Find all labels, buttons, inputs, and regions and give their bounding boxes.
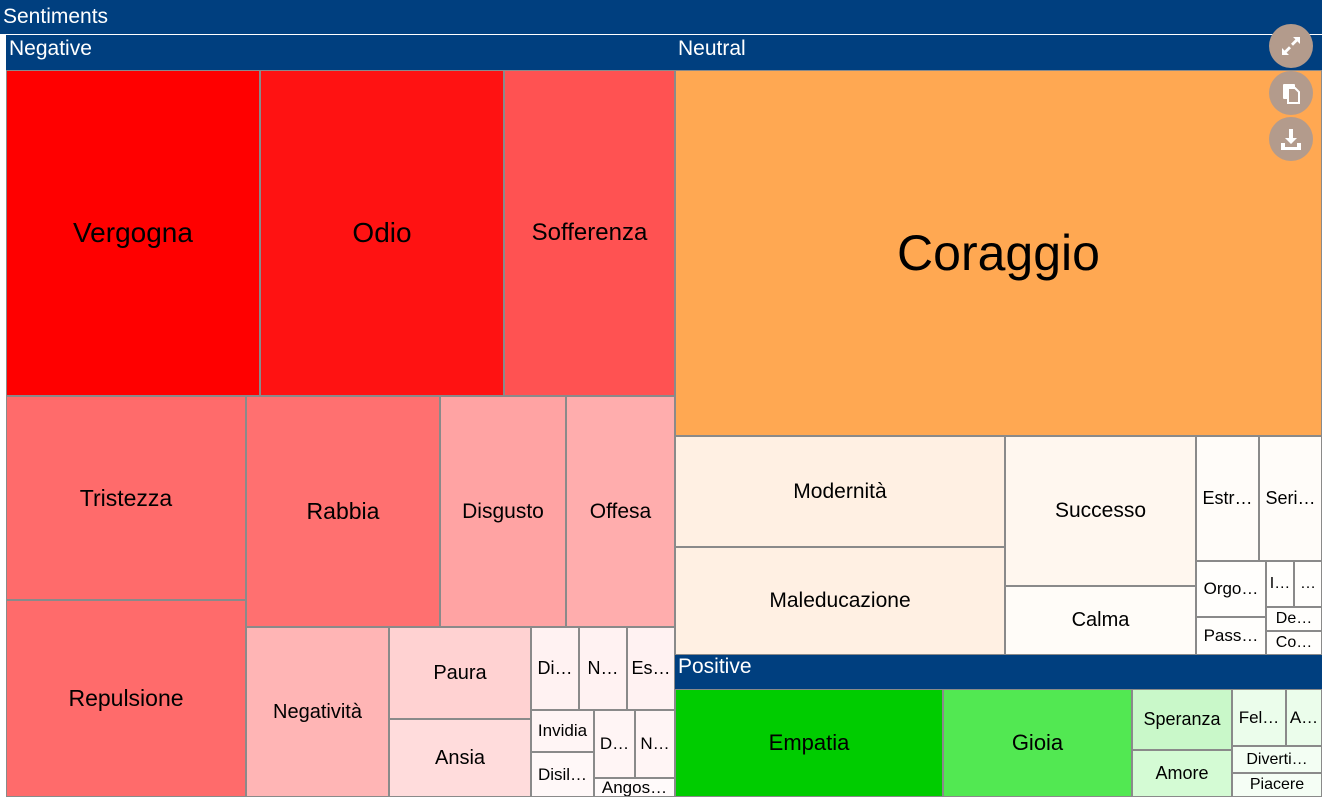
tile-label: Repulsione — [68, 685, 184, 711]
treemap-tile-negative[interactable]: Di… — [531, 627, 579, 710]
treemap-tile-neutral[interactable]: Maleducazione — [675, 547, 1005, 655]
download-icon — [1281, 129, 1301, 150]
treemap-tile-negative[interactable]: D… — [594, 710, 635, 778]
treemap-tile-neutral[interactable]: Seri… — [1259, 436, 1322, 561]
tile-label: Vergogna — [73, 217, 193, 248]
treemap-tile-neutral[interactable]: Calma — [1005, 586, 1196, 655]
treemap-tile-neutral[interactable]: Co… — [1266, 631, 1322, 655]
tile-label: Es… — [631, 658, 671, 678]
copy-icon — [1283, 84, 1300, 104]
treemap-tile-neutral[interactable]: Successo — [1005, 436, 1196, 586]
treemap-tile-neutral[interactable]: Pass… — [1196, 617, 1266, 655]
group-header-neutral[interactable]: Neutral — [675, 35, 1322, 70]
treemap-tile-positive[interactable]: A… — [1286, 689, 1322, 746]
tile-label: Disgusto — [462, 499, 544, 523]
treemap-tile-negative[interactable]: Vergogna — [6, 70, 260, 396]
tile-label: Odio — [352, 217, 412, 248]
tile-label: Diverti… — [1246, 750, 1308, 768]
treemap-tile-negative[interactable]: Disgusto — [440, 396, 566, 627]
treemap-tile-positive[interactable]: Speranza — [1132, 689, 1232, 750]
treemap-tile-neutral[interactable]: Modernità — [675, 436, 1005, 547]
tile-label: Fel… — [1238, 707, 1280, 727]
tile-label: N… — [587, 658, 619, 678]
treemap-tile-negative[interactable]: Angos… — [594, 778, 675, 797]
tile-label: Ansia — [434, 746, 486, 769]
treemap-tile-negative[interactable]: Ansia — [389, 719, 531, 797]
tile-label: Invidia — [537, 721, 588, 740]
tile-label: Angos… — [601, 778, 668, 797]
treemap-tile-negative[interactable]: Tristezza — [6, 396, 246, 600]
tile-label: N… — [640, 734, 670, 753]
tile-label: Paura — [433, 661, 487, 684]
tile-label: Modernità — [793, 479, 887, 503]
tile-label: Disil… — [537, 764, 588, 784]
tile-label: De… — [1275, 610, 1313, 627]
treemap-title: Sentiments — [0, 0, 1322, 34]
treemap-tile-negative[interactable]: Repulsione — [6, 600, 246, 797]
treemap-tile-positive[interactable]: Amore — [1132, 750, 1232, 797]
group-header-positive[interactable]: Positive — [675, 655, 1322, 689]
copy-button[interactable] — [1269, 71, 1313, 115]
tile-label: Sofferenza — [531, 219, 648, 246]
treemap-tile-negative[interactable]: Sofferenza — [504, 70, 675, 396]
tile-label: Orgo… — [1203, 579, 1259, 598]
tile-label: Speranza — [1143, 709, 1221, 729]
treemap-tile-positive[interactable]: Empatia — [675, 689, 943, 797]
tile-label: Pass… — [1203, 626, 1259, 645]
treemap-tile-negative[interactable]: Odio — [260, 70, 504, 396]
treemap-tile-positive[interactable]: Piacere — [1232, 773, 1322, 797]
group-header-negative[interactable]: Negative — [6, 35, 675, 70]
treemap-tile-negative[interactable]: N… — [635, 710, 675, 778]
treemap-tile-positive[interactable]: Fel… — [1232, 689, 1286, 746]
tile-label: Di… — [537, 658, 573, 678]
tile-label: … — [1300, 575, 1316, 592]
treemap-tile-negative[interactable]: N… — [579, 627, 627, 710]
treemap-tile-negative[interactable]: Rabbia — [246, 396, 440, 627]
treemap-tile-neutral[interactable]: Coraggio — [675, 70, 1322, 436]
treemap-tile-negative[interactable]: Paura — [389, 627, 531, 719]
treemap-tile-neutral[interactable]: Estr… — [1196, 436, 1259, 561]
tile-label: Maleducazione — [769, 589, 911, 612]
treemap-tile-negative[interactable]: Es… — [627, 627, 675, 710]
tile-label: A… — [1289, 707, 1319, 727]
treemap-tile-positive[interactable]: Diverti… — [1232, 746, 1322, 773]
treemap-tile-negative[interactable]: Disil… — [531, 752, 594, 797]
tile-label: Coraggio — [897, 225, 1100, 281]
treemap-tile-negative[interactable]: Negatività — [246, 627, 389, 797]
tile-label: I… — [1269, 575, 1291, 592]
tile-label: Calma — [1071, 609, 1130, 631]
expand-icon — [1282, 37, 1300, 55]
treemap-tile-negative[interactable]: Invidia — [531, 710, 594, 752]
tile-label: Amore — [1155, 763, 1209, 783]
treemap-tile-neutral[interactable]: Orgo… — [1196, 561, 1266, 617]
tile-label: Successo — [1054, 499, 1147, 522]
tile-label: Offesa — [589, 499, 652, 523]
treemap-tile-negative[interactable]: Offesa — [566, 396, 675, 627]
treemap-tile-neutral[interactable]: … — [1294, 561, 1322, 607]
tile-label: Estr… — [1202, 488, 1253, 508]
treemap-tile-neutral[interactable]: De… — [1266, 607, 1322, 631]
tile-label: Negatività — [273, 700, 362, 723]
treemap-tile-positive[interactable]: Gioia — [943, 689, 1132, 797]
tile-label: Gioia — [1011, 730, 1064, 755]
tile-label: Rabbia — [306, 498, 380, 524]
tile-label: Seri… — [1265, 488, 1316, 508]
treemap-tile-neutral[interactable]: I… — [1266, 561, 1294, 607]
tile-label: Empatia — [768, 730, 850, 755]
tile-label: Piacere — [1249, 776, 1305, 793]
download-button[interactable] — [1269, 117, 1313, 161]
tile-label: D… — [599, 734, 630, 753]
tile-label: Tristezza — [79, 484, 173, 511]
expand-button[interactable] — [1269, 24, 1313, 68]
tile-label: Co… — [1275, 634, 1313, 651]
